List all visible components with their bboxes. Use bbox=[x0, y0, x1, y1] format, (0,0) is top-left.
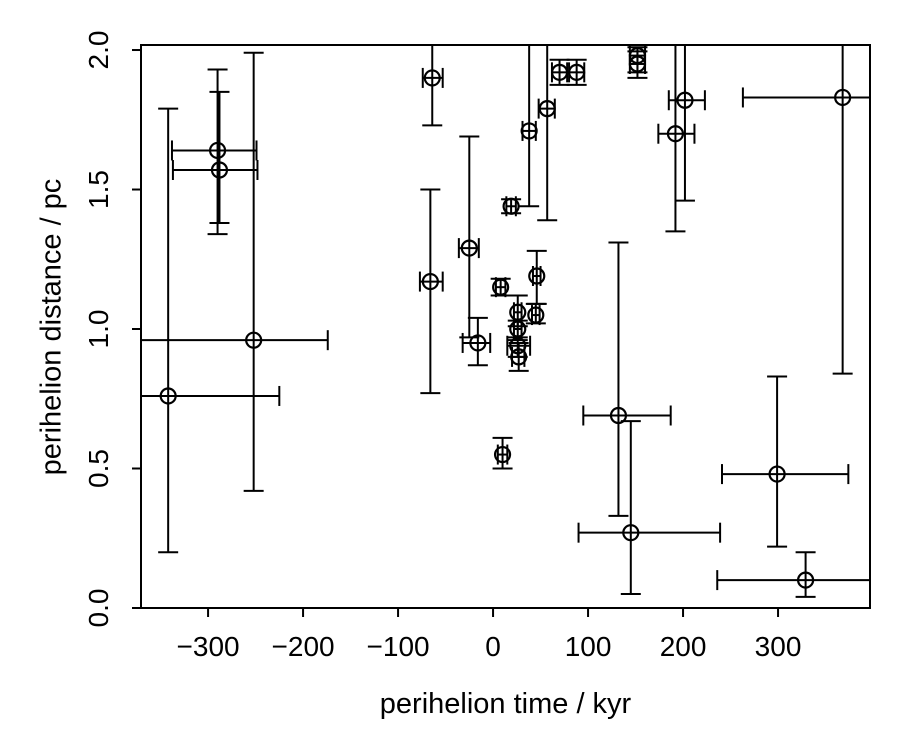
error-bar bbox=[582, 241, 672, 517]
y-tick-label: 1.0 bbox=[83, 310, 114, 349]
error-bar bbox=[170, 68, 258, 236]
data-point bbox=[510, 348, 528, 366]
x-tick-label: 200 bbox=[660, 631, 707, 662]
error-bar bbox=[667, 45, 706, 202]
error-bars bbox=[141, 45, 870, 598]
data-point bbox=[460, 239, 478, 257]
data-point bbox=[609, 406, 628, 425]
error-bar bbox=[577, 420, 722, 596]
data-point bbox=[210, 161, 229, 179]
data-point bbox=[493, 445, 512, 464]
data-points bbox=[159, 47, 852, 589]
x-tick-label: 100 bbox=[565, 631, 612, 662]
error-bar bbox=[716, 551, 870, 598]
y-tick-label: 2.0 bbox=[83, 31, 114, 70]
data-point bbox=[666, 125, 685, 143]
data-point bbox=[628, 55, 647, 73]
data-point bbox=[628, 47, 647, 65]
x-tick-label: 0 bbox=[485, 631, 501, 662]
x-axis-title: perihelion time / kyr bbox=[379, 688, 632, 720]
data-point bbox=[568, 63, 586, 81]
data-point bbox=[538, 100, 556, 118]
x-tick-label: −300 bbox=[177, 631, 240, 662]
error-bar bbox=[141, 107, 281, 554]
data-point bbox=[509, 337, 527, 355]
error-bar bbox=[741, 45, 870, 375]
data-point bbox=[423, 69, 441, 87]
y-tick-label: 0.5 bbox=[83, 449, 114, 488]
error-bar bbox=[457, 135, 480, 339]
data-point bbox=[520, 122, 538, 140]
data-point bbox=[622, 524, 640, 542]
data-point bbox=[502, 197, 520, 215]
y-axis-title: perihelion distance / pc bbox=[35, 178, 68, 476]
data-point bbox=[208, 141, 227, 160]
data-point bbox=[509, 320, 527, 338]
error-bar bbox=[519, 45, 540, 208]
data-point bbox=[768, 465, 786, 483]
error-bar bbox=[537, 45, 558, 222]
data-point bbox=[421, 272, 439, 291]
x-tick-label: −200 bbox=[272, 631, 335, 662]
data-point bbox=[550, 63, 569, 81]
axis-ticks: −300 −200 −100 0 100 200 300 0.0 0.5 1.0 1.5 2.0 bbox=[83, 31, 801, 662]
y-tick-label: 0.0 bbox=[83, 589, 114, 628]
data-point bbox=[834, 88, 852, 107]
data-point bbox=[528, 267, 546, 285]
data-point bbox=[527, 306, 545, 324]
x-tick-label: 300 bbox=[755, 631, 802, 662]
x-tick-label: −100 bbox=[367, 631, 430, 662]
data-point bbox=[159, 387, 177, 405]
data-point bbox=[796, 571, 815, 589]
data-point bbox=[245, 331, 263, 349]
error-bar bbox=[720, 375, 850, 548]
error-bar bbox=[418, 188, 444, 395]
error-bar bbox=[141, 51, 329, 492]
y-tick-label: 1.5 bbox=[83, 170, 114, 209]
error-bar bbox=[461, 316, 492, 367]
data-point bbox=[509, 303, 527, 321]
plot-box bbox=[140, 44, 871, 609]
data-point bbox=[492, 278, 510, 296]
data-point bbox=[676, 91, 694, 109]
data-point bbox=[469, 334, 487, 352]
